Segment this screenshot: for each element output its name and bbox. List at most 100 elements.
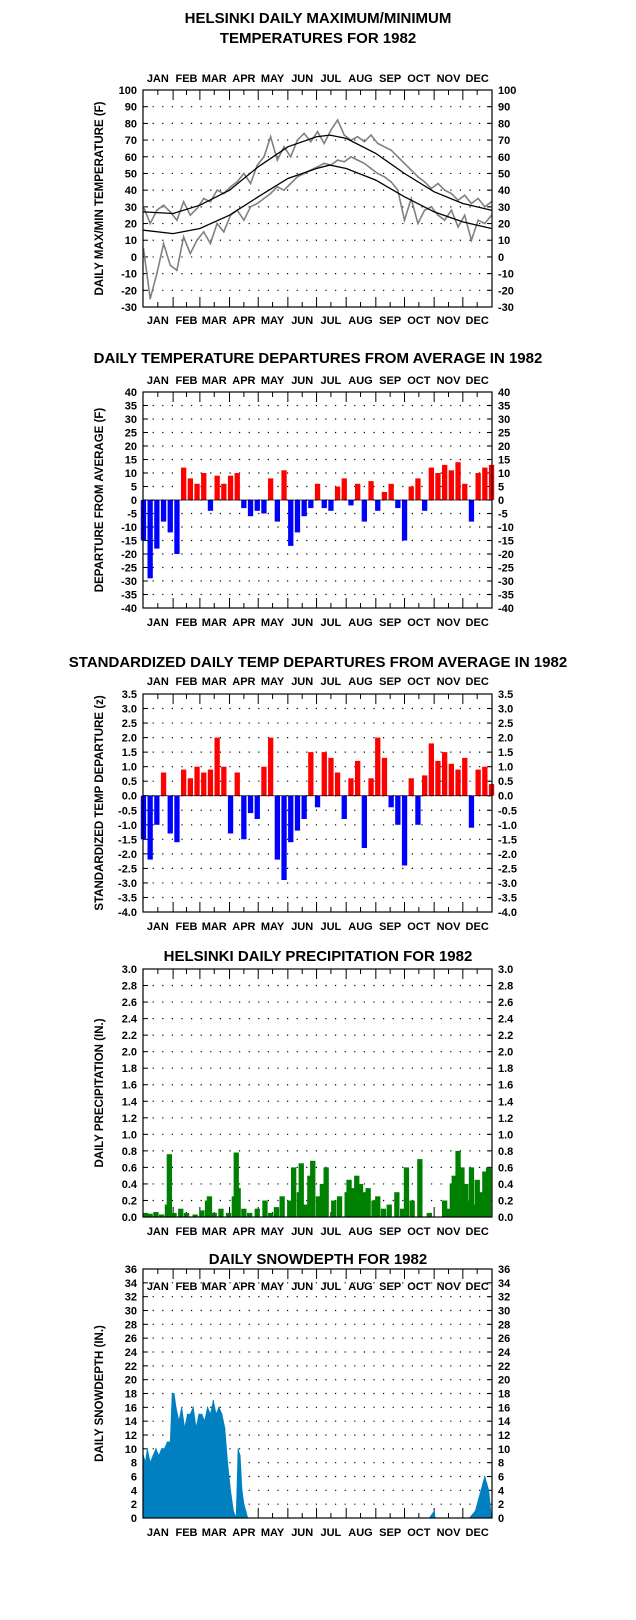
bar (323, 1167, 329, 1217)
y-tick-label-right: 34 (498, 1278, 511, 1290)
bar (470, 1204, 476, 1217)
month-label-top: FEB (176, 73, 198, 85)
y-tick-label-left: 2.0 (122, 1047, 137, 1059)
bar (274, 500, 280, 522)
bar (442, 752, 448, 796)
bar (201, 473, 207, 500)
point-daily-min (383, 176, 386, 178)
snow-point (186, 1413, 189, 1415)
y-tick-label-left: 0 (131, 495, 137, 507)
y-tick-label-left: 12 (125, 1430, 137, 1442)
month-label-bottom: JUN (291, 1527, 313, 1539)
snow-point (204, 1420, 206, 1422)
snow-point (155, 1448, 157, 1450)
y-tick-label-left: 30 (125, 1306, 137, 1318)
bar (341, 478, 347, 500)
y-tick-label-right: 14 (498, 1416, 511, 1428)
month-label-top: MAR (202, 676, 227, 688)
bar (160, 500, 167, 522)
y-tick-label-left: 90 (125, 102, 137, 114)
bar (321, 752, 327, 796)
bar (448, 470, 454, 500)
y-tick-label-right: 10 (498, 235, 510, 247)
y-tick-label-right: 1.6 (498, 1080, 513, 1092)
month-label-bottom: JUL (320, 315, 341, 327)
month-label-bottom: DEC (466, 315, 489, 327)
bar (166, 1154, 172, 1217)
y-tick-label-right: -1.0 (498, 820, 517, 832)
bar (171, 1212, 177, 1217)
point-daily-min (477, 219, 479, 221)
y-tick-label-left: 2 (131, 1499, 137, 1511)
chart-title: HELSINKI DAILY PRECIPITATION FOR 1982 (164, 948, 473, 965)
y-tick-label-left: 0.4 (122, 1179, 138, 1191)
y-tick-label-left: -3.5 (118, 892, 137, 904)
series-daily-min (142, 155, 493, 299)
point-daily-max (470, 202, 473, 205)
snow-point (218, 1406, 220, 1408)
month-label-bottom: JAN (147, 921, 169, 933)
y-axis-label: DAILY PRECIPITATION (IN.) (94, 1018, 106, 1167)
bar (194, 483, 200, 500)
y-tick-label-right: 90 (498, 102, 510, 114)
snow-point (488, 1489, 490, 1491)
point-daily-max (423, 181, 426, 183)
point-daily-min (189, 252, 192, 255)
bar (417, 1159, 423, 1217)
y-tick-label-left: 1.8 (122, 1063, 137, 1075)
y-tick-label-left: 10 (125, 1444, 137, 1456)
bar (221, 483, 227, 500)
y-tick-label-left: 30 (125, 202, 137, 214)
month-label-bottom: JAN (147, 1226, 169, 1238)
month-label-bottom: AUG (348, 315, 372, 327)
point-daily-max (363, 140, 366, 143)
month-label-top: FEB (176, 676, 198, 688)
y-tick-label-left: 1.0 (122, 762, 137, 774)
snow-point (484, 1475, 486, 1478)
bar (328, 757, 334, 796)
month-label-bottom: OCT (407, 921, 431, 933)
y-tick-label-left: 32 (125, 1292, 137, 1304)
y-tick-label-right: 2.5 (498, 718, 513, 730)
y-tick-label-left: 30 (125, 414, 137, 426)
y-tick-label-right: 25 (498, 428, 510, 440)
bar (361, 1192, 367, 1217)
bar (381, 491, 388, 500)
bar (291, 1167, 297, 1217)
month-label-bottom: JAN (147, 315, 169, 327)
snow-point (241, 1489, 243, 1491)
snow-point (215, 1413, 217, 1415)
point-daily-min (390, 181, 392, 183)
point-daily-min (403, 219, 406, 221)
y-tick-label-left: 24 (125, 1347, 138, 1359)
month-label-bottom: MAR (202, 1226, 227, 1238)
bar (268, 478, 274, 500)
month-label-bottom: JUN (291, 315, 313, 327)
bar (409, 1200, 415, 1217)
y-tick-label-right: 10 (498, 468, 510, 480)
y-tick-label-right: 2.4 (498, 1014, 514, 1026)
y-tick-label-left: -30 (121, 576, 137, 588)
y-tick-label-right: 0.0 (498, 1212, 513, 1224)
bar (315, 1196, 322, 1217)
month-label-bottom: NOV (437, 315, 462, 327)
y-tick-label-left: 0 (131, 1513, 137, 1525)
month-label-top: NOV (437, 375, 462, 387)
y-tick-label-left: 36 (125, 1264, 137, 1276)
bar (274, 795, 280, 860)
y-tick-label-left: -15 (121, 536, 137, 548)
y-tick-label-right: 20 (498, 441, 510, 453)
y-tick-label-left: -35 (121, 590, 137, 602)
bar (281, 795, 287, 880)
y-tick-label-right: 2.0 (498, 733, 513, 745)
bar (301, 795, 307, 819)
bar (142, 1212, 149, 1217)
month-label-top: FEB (176, 1281, 198, 1293)
point-daily-max (330, 129, 332, 131)
y-tick-label-left: 20 (125, 441, 137, 453)
month-label-top: NOV (437, 73, 462, 85)
bar (167, 795, 173, 834)
bar (314, 795, 321, 808)
y-tick-label-left: -4.0 (118, 907, 137, 919)
